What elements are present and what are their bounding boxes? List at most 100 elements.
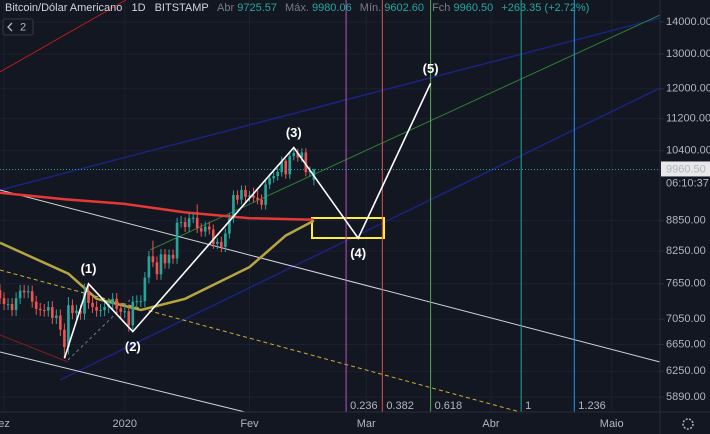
candle-body (123, 311, 127, 313)
fib-label: 1 (525, 400, 531, 412)
trend-line (0, 0, 127, 73)
candle-body (224, 233, 227, 247)
candle-body (10, 304, 14, 311)
exchange: BITSTAMP (155, 2, 209, 14)
candle-body (288, 156, 292, 175)
candle-body (183, 222, 187, 228)
candle-body (139, 301, 143, 303)
trend-line (0, 334, 69, 363)
moving-average (0, 219, 315, 312)
candle-body (55, 315, 58, 318)
candle-body (167, 254, 171, 264)
candle-body (163, 254, 167, 264)
settings-icon[interactable] (682, 418, 694, 430)
wave-label: (3) (286, 125, 302, 140)
candle-body (171, 254, 175, 259)
candle-body (6, 304, 10, 306)
wave-label: (2) (125, 339, 141, 354)
candle-body (252, 195, 255, 198)
candle-body (91, 302, 94, 308)
fib-label: 0.382 (386, 400, 414, 412)
candle-body (195, 217, 199, 229)
candle-body (99, 310, 102, 312)
candle-body (42, 310, 46, 312)
trend-line (0, 351, 246, 412)
candle-body (143, 277, 147, 302)
x-tick-label: Mar (357, 418, 376, 430)
x-tick-label: Fev (240, 418, 259, 430)
candle-body (59, 315, 62, 330)
y-tick-label: 7650.00 (666, 278, 706, 290)
x-tick-label: Maio (600, 418, 624, 430)
candle-body (228, 218, 231, 234)
moving-average (0, 191, 314, 221)
y-tick-label: 6650.00 (666, 338, 706, 350)
x-tick-label: 2020 (113, 418, 137, 430)
candle-body (71, 305, 74, 314)
plot-area: 0.236 0.382 0.618 1 1.236 (1) (2) (3) (4) (5) (0, 0, 660, 412)
indicator-toggle[interactable] (2, 18, 34, 36)
legend-header: Bitcoin/Dólar Americano 1D BITSTAMP Abr … (5, 2, 589, 14)
drawings (0, 0, 660, 412)
candle-body (67, 305, 70, 348)
candle-body (268, 178, 271, 185)
axes: 14000.00 13000.00 12000.00 11200.00 10400.00… (0, 16, 710, 430)
candle-body (216, 241, 219, 244)
y-tick-label: 12000.00 (666, 83, 710, 95)
candle-body (260, 199, 263, 205)
candle-body (63, 329, 66, 348)
candle-body (111, 298, 114, 305)
candle-body (135, 301, 139, 303)
high-label: Máx. (285, 2, 309, 14)
low-label: Mín. (360, 2, 381, 14)
candle-body (14, 298, 18, 311)
candle-body (0, 290, 2, 299)
target-zone (311, 217, 385, 239)
candle-body (22, 290, 26, 293)
candle-body (38, 308, 42, 311)
y-tick-label: 14000.00 (666, 16, 710, 28)
candle-body (236, 195, 239, 200)
candle-body (284, 160, 288, 175)
candle-body (83, 291, 86, 314)
candle-body (115, 298, 119, 309)
close-label: Fch (432, 2, 450, 14)
trend-line (0, 189, 660, 363)
candle-body (51, 307, 54, 318)
candle-body (300, 152, 304, 158)
y-tick-label: 6250.00 (666, 365, 706, 377)
candle-body (220, 241, 223, 247)
candle-body (280, 160, 284, 173)
candle-body (207, 226, 211, 230)
interval: 1D (131, 2, 145, 14)
candle-body (292, 152, 296, 157)
y-tick-label: 10400.00 (666, 145, 710, 157)
fib-label: 1.236 (578, 400, 606, 412)
candle-body (46, 307, 50, 311)
helper-line (67, 299, 131, 361)
last-price-badge (661, 161, 710, 177)
wave-label: (1) (81, 261, 97, 276)
y-tick-label: 13000.00 (666, 48, 710, 60)
y-tick-label: 5890.00 (666, 391, 706, 403)
candle-body (203, 226, 207, 232)
candle-body (34, 301, 38, 309)
y-tick-label: 7050.00 (666, 313, 706, 325)
x-tick-label: Abr (482, 418, 499, 430)
candle-body (119, 308, 123, 312)
candle-body (30, 291, 34, 302)
open-value: 9725.57 (237, 2, 277, 14)
candle-body (187, 218, 191, 228)
fib-label: 0.618 (435, 400, 463, 412)
candle-body (103, 307, 106, 311)
candle-body (26, 291, 30, 293)
candle-body (244, 189, 247, 197)
countdown-badge (661, 176, 710, 191)
y-tick-label: 8250.00 (666, 245, 706, 257)
wave-line (63, 83, 432, 359)
candle-body (151, 256, 155, 263)
candle-body (240, 189, 243, 200)
candle-body (211, 229, 215, 244)
candle-body (79, 310, 82, 314)
